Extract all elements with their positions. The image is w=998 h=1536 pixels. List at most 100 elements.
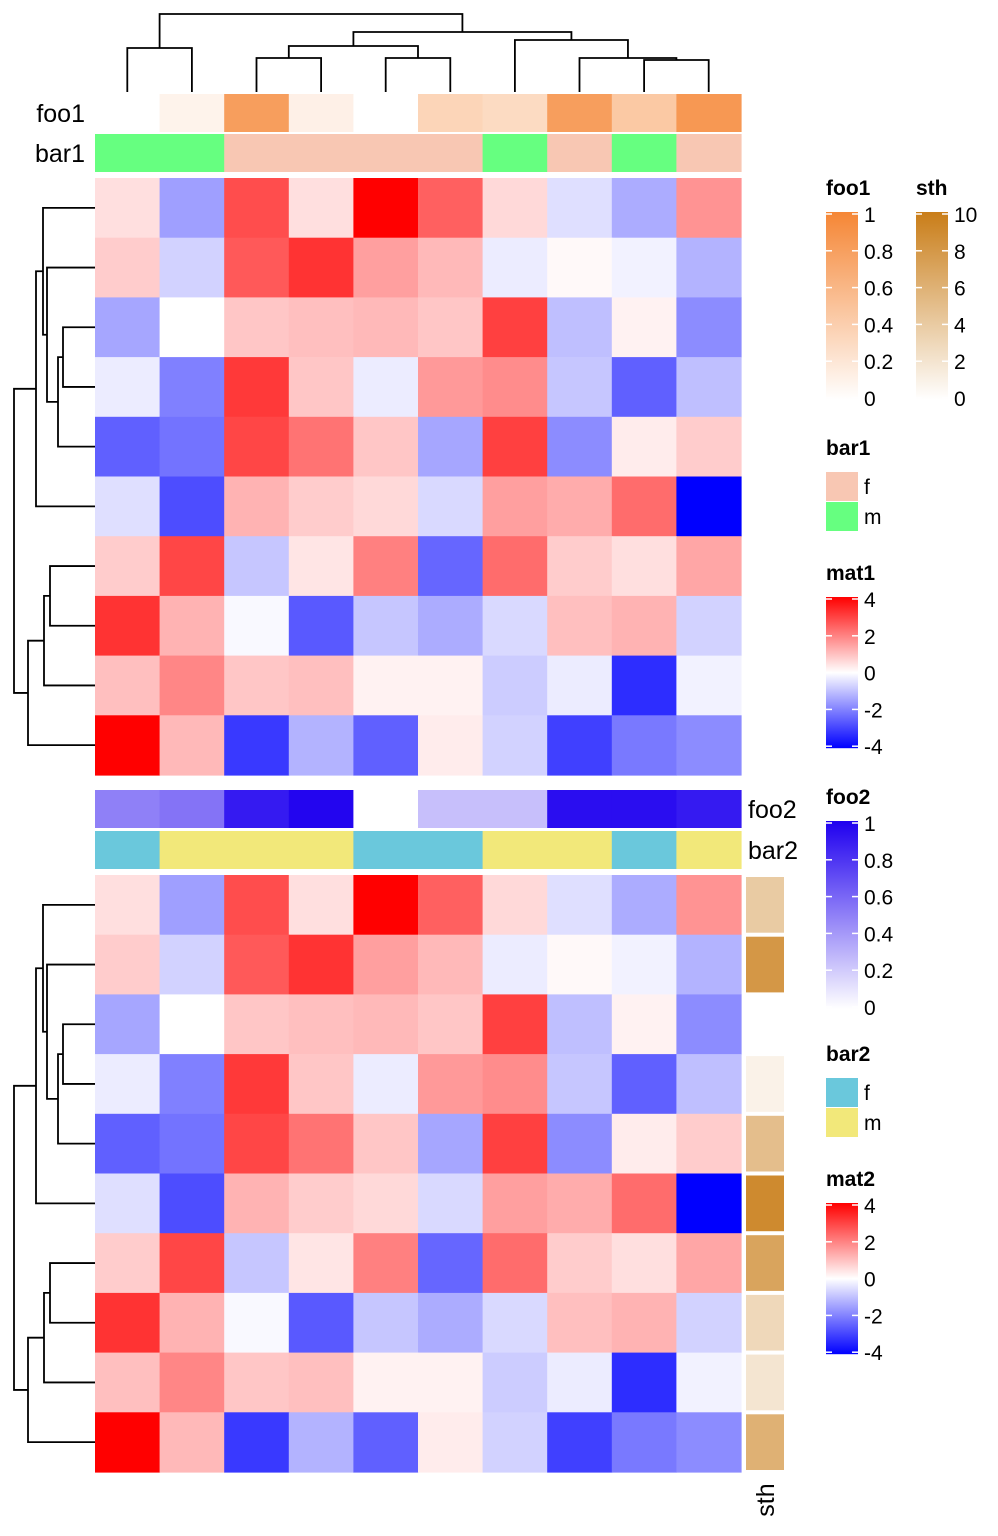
dendrogram-branch <box>514 39 629 92</box>
mat1-cell <box>95 416 161 478</box>
mat2-cell <box>482 1412 548 1473</box>
mat1-cell <box>224 595 290 657</box>
mat2-cell <box>353 875 419 936</box>
mat2-cell <box>418 1233 484 1294</box>
mat1-cell <box>482 237 548 298</box>
mat1-cell <box>288 715 354 776</box>
dendrogram-branch <box>287 45 419 58</box>
legend-tick-label: 0 <box>954 388 966 411</box>
mat2-cell <box>288 1054 354 1115</box>
mat1-cell <box>611 655 677 716</box>
dendrogram-branch <box>643 59 710 92</box>
mat1-cell <box>418 357 484 418</box>
mat2-cell <box>95 994 161 1055</box>
foo1-anno-cell <box>611 94 677 132</box>
legend-foo2: foo2 1 0.8 0.6 0.4 0.2 0 <box>826 786 894 1020</box>
dendrogram-branch <box>42 206 95 336</box>
legend-tick-label: 4 <box>864 589 876 612</box>
mat1-cell <box>159 715 225 776</box>
mat1-cell <box>611 715 677 776</box>
legend-swatch-m <box>826 1108 858 1137</box>
mat2-cell <box>547 1352 613 1413</box>
foo2-anno-label: foo2 <box>748 796 797 824</box>
mat1-cell <box>676 178 742 239</box>
bar2-anno-cell <box>95 831 161 869</box>
mat2-cell <box>353 994 419 1055</box>
mat1-cell <box>611 357 677 418</box>
sth-anno-cell <box>746 936 784 993</box>
dendrogram-branch <box>46 266 95 403</box>
mat2-cell <box>611 934 677 995</box>
mat1-cell <box>611 178 677 239</box>
dendrogram-branch <box>43 1292 95 1384</box>
mat1-cell <box>95 297 161 358</box>
legend-bar1: bar1 fm <box>826 437 882 531</box>
mat2-cell <box>547 1412 613 1473</box>
sth-anno-cell <box>746 1175 784 1232</box>
legend-tick-label: 6 <box>954 278 966 301</box>
mat2-cell <box>288 1412 354 1473</box>
mat2-cell <box>159 1412 225 1473</box>
mat1-cell <box>353 297 419 358</box>
mat2-cell <box>95 1412 161 1473</box>
legend-tick-label: -2 <box>864 1305 883 1328</box>
mat1-cell <box>224 357 290 418</box>
legend-tick-label: 8 <box>954 241 966 264</box>
bar1-anno-cell <box>482 134 548 172</box>
foo1-anno-cell <box>482 94 548 132</box>
mat1-cell <box>482 416 548 478</box>
mat2-cell <box>611 1054 677 1115</box>
mat2-cell <box>547 1054 613 1115</box>
legend-tick-label: 4 <box>954 314 966 337</box>
mat1-cell <box>611 536 677 597</box>
mat1-cell <box>288 237 354 298</box>
mat2-cell <box>224 1352 290 1413</box>
mat1-cell <box>288 357 354 418</box>
legend-sth: sth 10 8 6 4 2 0 <box>916 177 977 411</box>
mat2-cell <box>224 994 290 1055</box>
legend-tick-label: -4 <box>864 736 883 759</box>
mat1-cell <box>676 416 742 478</box>
foo2-anno-cell <box>159 790 225 828</box>
mat1-cell <box>95 476 161 537</box>
mat1-cell <box>611 476 677 537</box>
mat2-cell <box>611 1233 677 1294</box>
foo1-anno-cell <box>676 94 742 132</box>
mat2-cell <box>611 1173 677 1234</box>
legend-tick-label: 0.4 <box>864 923 894 946</box>
dendrogram-branch <box>27 1336 95 1444</box>
mat1-cell <box>676 476 742 537</box>
mat1-cell <box>547 178 613 239</box>
mat1-cell <box>288 178 354 239</box>
mat2-cell <box>547 994 613 1055</box>
bar1-anno-cell <box>676 134 742 172</box>
mat2-cell <box>482 934 548 995</box>
mat2-cell <box>159 1292 225 1354</box>
mat2-cell <box>611 1292 677 1354</box>
mat1-cell <box>418 416 484 478</box>
mat1-cell <box>418 297 484 358</box>
legend-level-label: f <box>864 476 870 499</box>
bar1-anno-cell <box>159 134 225 172</box>
mat1-cell <box>611 416 677 478</box>
mat1-cell <box>353 536 419 597</box>
mat1-cell <box>676 297 742 358</box>
mat2-cell <box>288 994 354 1055</box>
legend-tick-label: 0.6 <box>864 278 893 301</box>
mat1-cell <box>288 416 354 478</box>
mat2-cell <box>482 994 548 1055</box>
mat1-cell <box>353 476 419 537</box>
legend-tick-label: 0.6 <box>864 887 893 910</box>
legend-color-bar <box>826 821 858 1009</box>
bar2-anno-cell <box>353 831 419 869</box>
bar2-anno-label: bar2 <box>748 837 798 865</box>
foo1-anno-cell <box>95 94 161 132</box>
mat2-cell <box>353 934 419 995</box>
mat1-cell <box>676 237 742 298</box>
legend-tick-label: 0.8 <box>864 241 893 264</box>
sth-anno-cell <box>746 877 784 933</box>
mat1-cell <box>611 595 677 657</box>
mat2-cell <box>353 1412 419 1473</box>
mat2-cell <box>95 934 161 995</box>
